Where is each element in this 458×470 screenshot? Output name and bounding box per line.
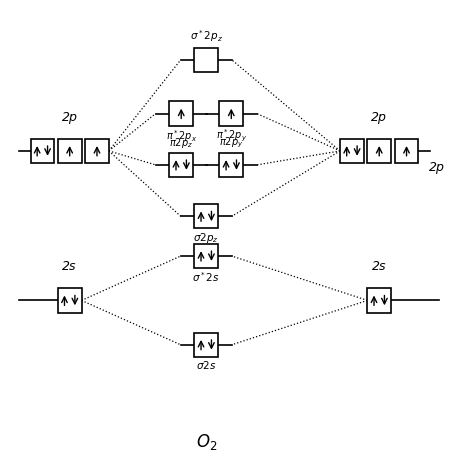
Bar (340, 139, 364, 163)
Text: 2p: 2p (371, 111, 387, 124)
Text: $\sigma^*2s$: $\sigma^*2s$ (192, 271, 220, 284)
Bar (169, 102, 193, 125)
Text: 2s: 2s (372, 260, 387, 274)
Bar (367, 288, 391, 313)
Bar (194, 204, 218, 228)
Bar (194, 333, 218, 357)
Text: 2s: 2s (62, 260, 77, 274)
Bar (367, 139, 391, 163)
Bar (219, 153, 243, 177)
Bar (58, 288, 82, 313)
Text: $O_2$: $O_2$ (196, 432, 217, 452)
Text: $\pi 2p_z$: $\pi 2p_z$ (169, 136, 193, 150)
Bar (31, 139, 54, 163)
Bar (395, 139, 418, 163)
Bar (194, 47, 218, 72)
Text: $\sigma^*2p_z$: $\sigma^*2p_z$ (190, 28, 223, 44)
Bar (58, 139, 82, 163)
Text: $\pi 2p_y$: $\pi 2p_y$ (219, 136, 244, 150)
Text: 2p: 2p (429, 161, 445, 174)
Text: $\sigma 2s$: $\sigma 2s$ (196, 359, 217, 371)
Bar (219, 102, 243, 125)
Bar (194, 244, 218, 268)
Bar (85, 139, 109, 163)
Bar (169, 153, 193, 177)
Text: $\sigma 2p_z$: $\sigma 2p_z$ (193, 231, 219, 245)
Text: 2p: 2p (62, 111, 77, 124)
Text: $\pi^*2p_x$: $\pi^*2p_x$ (166, 128, 197, 144)
Text: $\pi^*2p_y$: $\pi^*2p_y$ (216, 128, 247, 144)
